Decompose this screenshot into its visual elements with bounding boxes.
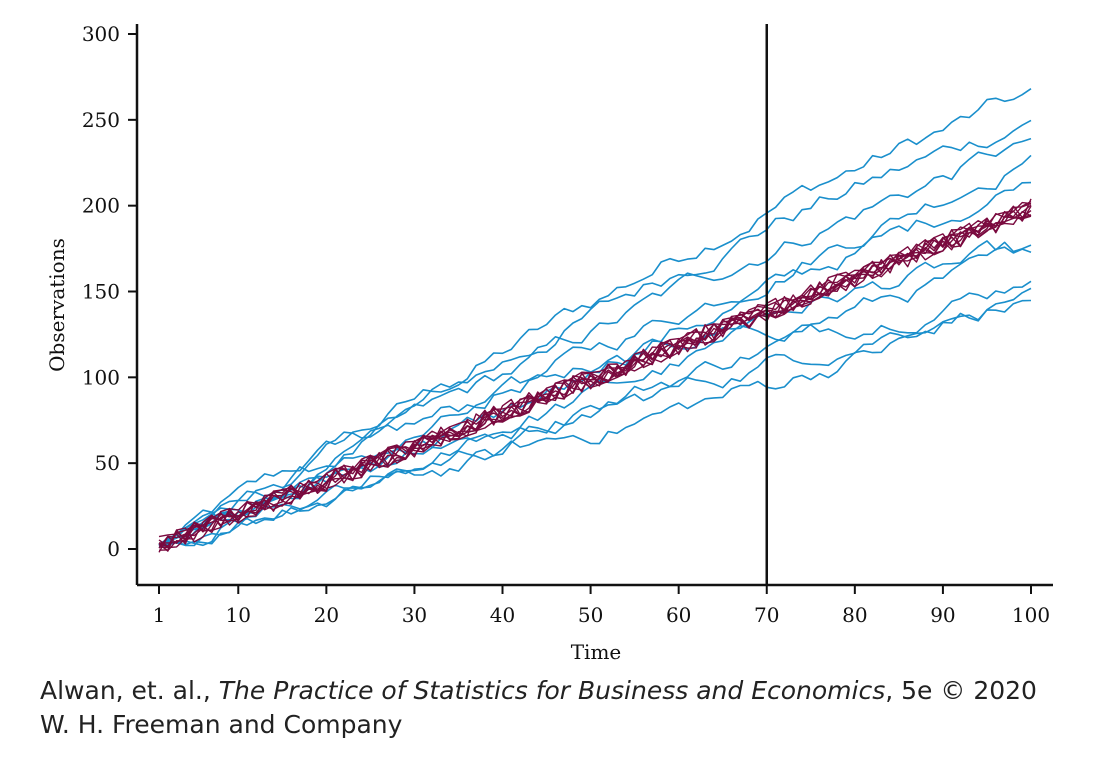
x-tick-label: 20	[314, 603, 339, 627]
y-axis-ticks: 0 50 100 150 200 250 300	[82, 22, 137, 561]
blue-series-line	[158, 280, 1032, 548]
red-series-line	[158, 202, 1032, 545]
red-series-line	[158, 201, 1032, 551]
blue-series-line	[158, 299, 1032, 546]
blue-series-line	[158, 246, 1032, 546]
blue-series-line	[158, 119, 1032, 547]
x-tick-label: 70	[754, 603, 779, 627]
x-tick-label: 90	[930, 603, 955, 627]
caption-authors: Alwan, et. al.,	[40, 676, 219, 705]
blue-series-line	[158, 137, 1032, 547]
caption-line-1: Alwan, et. al., The Practice of Statisti…	[40, 674, 1037, 708]
x-tick-label: 60	[666, 603, 691, 627]
x-axis-title: Time	[571, 640, 622, 664]
y-tick-label: 50	[95, 451, 120, 475]
blue-series-line	[158, 88, 1032, 546]
blue-series-line	[158, 240, 1032, 547]
y-tick-label: 300	[82, 22, 120, 46]
y-axis-title: Observations	[45, 238, 69, 372]
x-tick-label: 50	[578, 603, 603, 627]
x-tick-label: 30	[402, 603, 427, 627]
x-tick-label: 80	[842, 603, 867, 627]
figure-caption: Alwan, et. al., The Practice of Statisti…	[40, 674, 1037, 742]
caption-book-title: The Practice of Statistics for Business …	[218, 676, 886, 705]
y-tick-label: 200	[82, 194, 120, 218]
red-series-line	[158, 210, 1032, 549]
caption-edition: , 5e © 2020	[885, 676, 1037, 705]
y-tick-label: 100	[82, 365, 120, 389]
y-tick-label: 150	[82, 280, 120, 304]
line-chart: 1 10 20 30 40 50 60 70 80 90 100 0 50 100 150 200 250 30…	[45, 22, 1053, 664]
x-tick-label: 40	[490, 603, 515, 627]
x-axis-ticks: 1 10 20 30 40 50 60 70 80 90 100	[153, 585, 1050, 627]
y-tick-label: 0	[107, 537, 120, 561]
series-layer	[158, 88, 1032, 553]
x-tick-label: 100	[1012, 603, 1050, 627]
y-tick-label: 250	[82, 108, 120, 132]
x-tick-label: 1	[153, 603, 166, 627]
x-tick-label: 10	[226, 603, 251, 627]
caption-publisher: W. H. Freeman and Company	[40, 710, 403, 739]
